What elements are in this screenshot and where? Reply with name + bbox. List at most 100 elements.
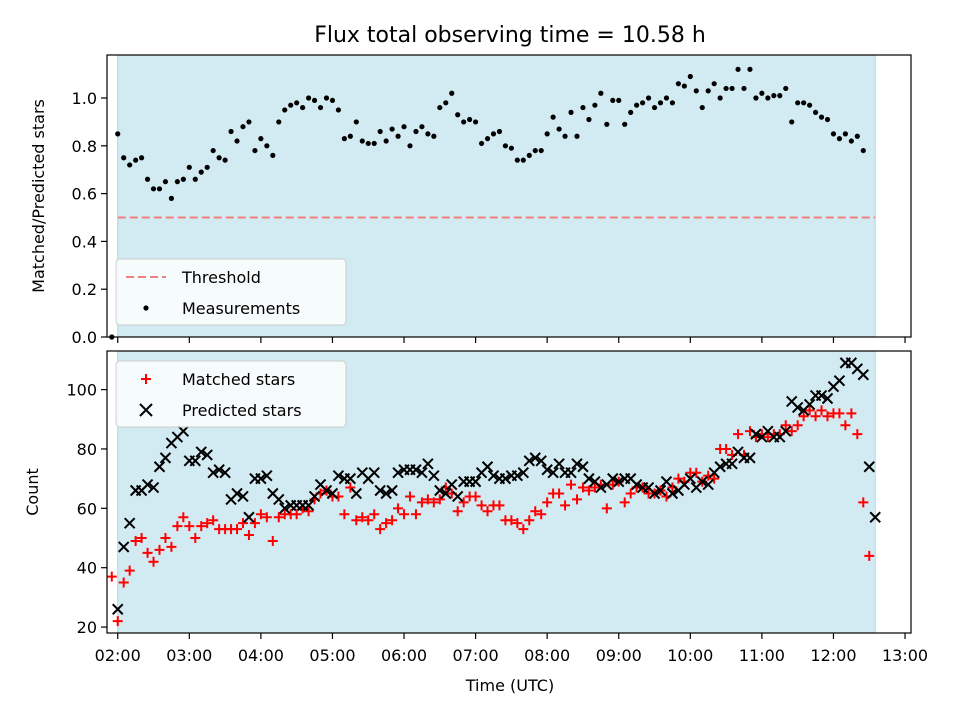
data-point — [208, 515, 219, 526]
data-point — [836, 136, 843, 142]
bottom-panel: 02:00 03:00 04:00 05:00 06:00 07:00 08:00 09:00… — [23, 350, 928, 665]
data-point — [482, 506, 493, 517]
data-point — [780, 425, 792, 437]
data-point — [413, 128, 419, 135]
data-point — [387, 515, 398, 526]
data-point — [106, 571, 117, 582]
data-point — [386, 484, 398, 497]
data-point — [469, 475, 482, 488]
data-point — [371, 140, 377, 147]
data-point — [651, 104, 658, 111]
data-point — [669, 100, 676, 106]
data-point — [216, 155, 222, 161]
legend-label: Predicted stars — [182, 401, 302, 420]
data-point — [383, 138, 389, 144]
data-point — [410, 509, 421, 520]
data-point — [270, 152, 276, 158]
data-point — [240, 124, 246, 130]
data-point — [538, 147, 544, 154]
data-point — [363, 515, 374, 526]
x-tick-label: 10:00 — [667, 646, 713, 665]
legend-swatch — [143, 305, 149, 311]
y-tick-label: 1.0 — [72, 89, 97, 108]
figure-title: Flux total observing time = 10.58 h — [314, 23, 706, 48]
data-point — [571, 458, 583, 470]
data-point — [595, 481, 607, 494]
data-point — [476, 500, 487, 511]
data-point — [449, 90, 455, 96]
data-point — [458, 497, 469, 508]
data-point — [341, 136, 347, 142]
data-point — [759, 90, 765, 96]
data-point — [437, 104, 443, 111]
data-point — [267, 535, 278, 546]
data-point — [339, 509, 350, 520]
data-point — [204, 164, 210, 170]
data-point — [141, 478, 154, 491]
data-point — [675, 81, 681, 87]
x-tick-label: 03:00 — [166, 646, 212, 665]
data-point — [202, 518, 213, 529]
y-tick-label: 20 — [77, 618, 97, 637]
y-tick-label: 0.2 — [72, 280, 97, 299]
data-point — [243, 530, 254, 541]
data-point — [630, 478, 643, 491]
data-point — [723, 85, 729, 92]
data-point — [714, 461, 726, 473]
data-point — [640, 100, 646, 106]
data-point — [711, 81, 717, 87]
data-point — [222, 157, 228, 163]
data-point — [583, 485, 594, 496]
data-point — [198, 169, 204, 175]
data-point — [478, 140, 485, 147]
data-point — [833, 374, 846, 387]
data-point — [148, 556, 159, 567]
data-point — [487, 469, 500, 482]
data-point — [144, 176, 151, 182]
x-axis-label: Time (UTC) — [465, 676, 554, 695]
data-point — [709, 473, 720, 484]
data-point — [434, 494, 445, 505]
data-point — [583, 472, 595, 485]
legend: Threshold Measurements — [115, 258, 347, 326]
data-point — [518, 524, 529, 535]
data-point — [592, 102, 598, 108]
data-point — [168, 195, 175, 201]
data-point — [174, 179, 180, 185]
data-point — [375, 524, 386, 535]
data-point — [818, 114, 825, 120]
data-point — [320, 484, 333, 497]
data-point — [860, 147, 866, 154]
data-point — [613, 475, 625, 488]
data-point — [186, 164, 192, 170]
data-point — [123, 517, 136, 529]
data-point — [288, 102, 294, 108]
data-point — [574, 133, 580, 139]
data-point — [726, 458, 738, 470]
data-point — [425, 131, 431, 137]
data-point — [154, 544, 165, 555]
data-point — [261, 512, 272, 523]
data-point — [443, 100, 449, 106]
x-tick-label: 06:00 — [381, 646, 427, 665]
data-point — [431, 133, 437, 139]
y-axis-label: Count — [23, 468, 42, 516]
data-point — [124, 565, 135, 576]
data-point — [392, 466, 404, 479]
data-point — [323, 95, 330, 101]
data-point — [645, 95, 652, 101]
data-point — [786, 426, 797, 437]
data-point — [803, 398, 816, 411]
data-point — [395, 133, 401, 139]
data-point — [580, 104, 586, 111]
axes-frame — [106, 54, 912, 338]
data-point — [273, 493, 285, 506]
x-tick-label: 05:00 — [309, 646, 355, 665]
data-point — [178, 512, 189, 523]
data-point — [264, 143, 270, 149]
data-point — [196, 521, 207, 532]
data-point — [648, 487, 661, 500]
data-point — [660, 475, 673, 488]
data-point — [673, 473, 684, 484]
data-point — [393, 503, 404, 514]
